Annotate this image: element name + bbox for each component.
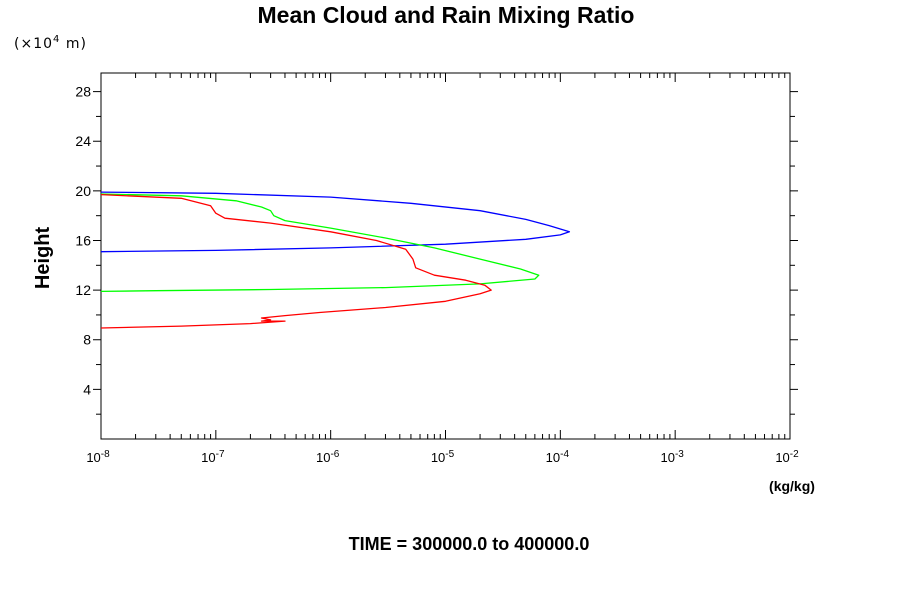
y-tick-label: 28 — [75, 84, 91, 100]
x-tick-exponent: -4 — [560, 449, 569, 460]
y-axis-label: Height — [32, 227, 54, 290]
y-tick-label: 16 — [75, 232, 91, 248]
x-tick-label: 10-5 — [431, 449, 455, 465]
x-tick-base: 10 — [546, 450, 560, 465]
x-axis-unit: (kg/kg) — [769, 478, 815, 494]
x-tick-label: 10-4 — [546, 449, 570, 465]
y-tick-labels: 4 8 12 16 20 24 28 — [75, 84, 91, 398]
x-tick-exponent: -8 — [101, 449, 110, 460]
y-unit-base: (×10 — [14, 36, 53, 52]
x-tick-label: 10-8 — [86, 449, 110, 465]
y-unit-exponent: 4 — [53, 34, 60, 45]
x-tick-label: 10-2 — [775, 449, 799, 465]
x-tick-label: 10-6 — [316, 449, 340, 465]
x-tick-base: 10 — [86, 450, 100, 465]
time-range-footer: TIME = 300000.0 to 400000.0 — [349, 534, 590, 554]
x-tick-exponent: -6 — [330, 449, 339, 460]
x-tick-exponent: -2 — [790, 449, 799, 460]
x-tick-base: 10 — [316, 450, 330, 465]
series-line-1 — [100, 191, 571, 253]
x-tick-label: 10-7 — [201, 449, 225, 465]
x-tick-base: 10 — [431, 450, 445, 465]
y-tick-label: 8 — [83, 332, 91, 348]
x-tick-base: 10 — [201, 450, 215, 465]
x-tick-base: 10 — [660, 450, 674, 465]
x-tick-exponent: -7 — [216, 449, 225, 460]
y-unit-label: (×104 m) — [14, 34, 87, 52]
axis-ticks — [93, 73, 798, 439]
series-line-3 — [100, 193, 492, 329]
x-tick-exponent: -3 — [675, 449, 684, 460]
x-tick-label: 10-3 — [660, 449, 684, 465]
x-tick-exponent: -5 — [445, 449, 454, 460]
plot-frame — [100, 72, 791, 440]
y-tick-label: 12 — [75, 282, 91, 298]
series-line-2 — [100, 193, 540, 293]
y-unit-suffix: m) — [60, 36, 87, 52]
x-tick-labels: 10-8 10-7 10-6 10-5 10-4 10-3 10-2 — [86, 449, 799, 465]
x-tick-base: 10 — [775, 450, 789, 465]
series-lines — [100, 191, 571, 329]
y-tick-label: 24 — [75, 133, 91, 149]
y-tick-label: 4 — [83, 381, 91, 397]
y-tick-label: 20 — [75, 183, 91, 199]
chart-title: Mean Cloud and Rain Mixing Ratio — [258, 2, 635, 28]
